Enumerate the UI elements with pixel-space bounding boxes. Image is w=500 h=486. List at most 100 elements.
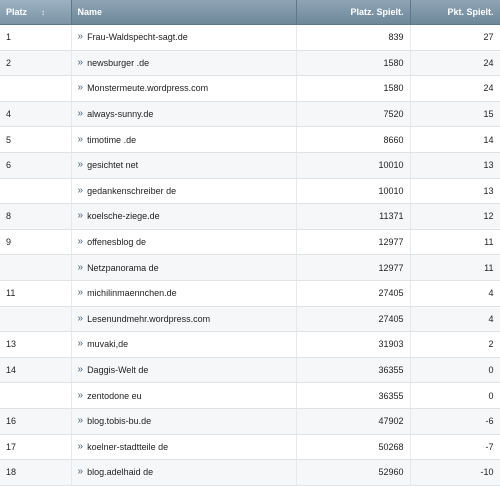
platz-cell: 1 xyxy=(0,24,72,51)
site-link[interactable]: michilinmaennchen.de xyxy=(87,288,177,299)
pkt-spielt-cell: 0 xyxy=(410,382,500,409)
name-cell: » newsburger .de xyxy=(71,50,297,77)
column-header-name[interactable]: Name xyxy=(71,0,297,25)
pkt-spielt-cell: 4 xyxy=(410,280,500,307)
platz-spielt-cell: 52960 xyxy=(296,459,411,486)
platz-cell: 16 xyxy=(0,408,72,435)
pkt-spielt-cell: 11 xyxy=(410,254,500,281)
site-link[interactable]: Frau-Waldspecht-sagt.de xyxy=(87,32,188,43)
site-link[interactable]: Daggis-Welt de xyxy=(87,365,149,376)
platz-spielt-cell: 47902 xyxy=(296,408,411,435)
name-cell: » always-sunny.de xyxy=(71,101,297,128)
site-link[interactable]: muvaki,de xyxy=(87,339,129,350)
name-cell: » offenesblog de xyxy=(71,229,297,256)
pkt-spielt-cell: 0 xyxy=(410,357,500,384)
table-row: » gedankenschreiber de 10010 13 xyxy=(0,178,500,205)
table-row: 2 » newsburger .de 1580 24 xyxy=(0,50,500,77)
table-row: 16 » blog.tobis-bu.de 47902 -6 xyxy=(0,408,500,435)
double-chevron-right-icon: » xyxy=(77,338,84,350)
site-link[interactable]: always-sunny.de xyxy=(87,109,154,120)
name-cell: » gedankenschreiber de xyxy=(71,178,297,205)
table-row: » Netzpanorama de 12977 11 xyxy=(0,254,500,281)
double-chevron-right-icon: » xyxy=(77,312,84,324)
platz-cell: 11 xyxy=(0,280,72,307)
table-body: 1 » Frau-Waldspecht-sagt.de 839 27 2 » n… xyxy=(0,24,500,486)
double-chevron-right-icon: » xyxy=(77,210,84,222)
site-link[interactable]: timotime .de xyxy=(87,134,137,145)
platz-cell: 4 xyxy=(0,101,72,128)
pkt-spielt-cell: 13 xyxy=(410,178,500,205)
pkt-spielt-cell: -10 xyxy=(410,459,500,486)
double-chevron-right-icon: » xyxy=(77,415,84,427)
column-header-name-label: Name xyxy=(77,7,103,17)
platz-cell: 17 xyxy=(0,434,72,461)
pkt-spielt-cell: 2 xyxy=(410,331,500,358)
platz-spielt-cell: 31903 xyxy=(296,331,411,358)
column-header-platz[interactable]: Platz ↕ xyxy=(0,0,72,25)
platz-cell xyxy=(0,75,72,102)
platz-spielt-cell: 12977 xyxy=(296,229,411,256)
pkt-spielt-cell: 24 xyxy=(410,50,500,77)
site-link[interactable]: newsburger .de xyxy=(87,57,150,68)
site-link[interactable]: zentodone eu xyxy=(87,390,142,401)
pkt-spielt-cell: 15 xyxy=(410,101,500,128)
site-link[interactable]: koelner-stadtteile de xyxy=(87,441,169,452)
table-row: 11 » michilinmaennchen.de 27405 4 xyxy=(0,280,500,307)
name-cell: » timotime .de xyxy=(71,126,297,153)
site-link[interactable]: Monstermeute.wordpress.com xyxy=(87,83,209,94)
table-row: 6 » gesichtet net 10010 13 xyxy=(0,152,500,179)
double-chevron-right-icon: » xyxy=(77,364,84,376)
platz-spielt-cell: 1580 xyxy=(296,75,411,102)
site-link[interactable]: offenesblog de xyxy=(87,237,146,248)
site-link[interactable]: Netzpanorama de xyxy=(87,262,159,273)
platz-cell: 8 xyxy=(0,203,72,230)
platz-cell xyxy=(0,306,72,333)
column-header-pkt-spielt-label: Pkt. Spielt. xyxy=(447,7,494,17)
name-cell: » blog.adelhaid de xyxy=(71,459,297,486)
site-link[interactable]: blog.adelhaid de xyxy=(87,467,154,478)
platz-spielt-cell: 10010 xyxy=(296,152,411,179)
site-link[interactable]: Lesenundmehr.wordpress.com xyxy=(87,313,211,324)
pkt-spielt-cell: 14 xyxy=(410,126,500,153)
table-row: 5 » timotime .de 8660 14 xyxy=(0,126,500,153)
column-header-platz-label: Platz xyxy=(6,7,28,17)
double-chevron-right-icon: » xyxy=(77,184,84,196)
table-row: » Lesenundmehr.wordpress.com 27405 4 xyxy=(0,306,500,333)
double-chevron-right-icon: » xyxy=(77,287,84,299)
platz-spielt-cell: 1580 xyxy=(296,50,411,77)
site-link[interactable]: gedankenschreiber de xyxy=(87,185,177,196)
name-cell: » gesichtet net xyxy=(71,152,297,179)
header-row: Platz ↕ Name Platz. Spielt. Pkt. Spielt. xyxy=(0,0,500,25)
name-cell: » muvaki,de xyxy=(71,331,297,358)
double-chevron-right-icon: » xyxy=(77,440,84,452)
name-cell: » michilinmaennchen.de xyxy=(71,280,297,307)
platz-spielt-cell: 36355 xyxy=(296,382,411,409)
name-cell: » blog.tobis-bu.de xyxy=(71,408,297,435)
platz-cell xyxy=(0,178,72,205)
name-cell: » Monstermeute.wordpress.com xyxy=(71,75,297,102)
platz-cell: 13 xyxy=(0,331,72,358)
site-link[interactable]: koelsche-ziege.de xyxy=(87,211,160,222)
table-row: 4 » always-sunny.de 7520 15 xyxy=(0,101,500,128)
name-cell: » koelsche-ziege.de xyxy=(71,203,297,230)
name-cell: » koelner-stadtteile de xyxy=(71,434,297,461)
sort-arrow-icon[interactable]: ↕ xyxy=(41,7,46,17)
platz-spielt-cell: 8660 xyxy=(296,126,411,153)
site-link[interactable]: gesichtet net xyxy=(87,160,139,171)
platz-spielt-cell: 36355 xyxy=(296,357,411,384)
table-row: 17 » koelner-stadtteile de 50268 -7 xyxy=(0,434,500,461)
double-chevron-right-icon: » xyxy=(77,159,84,171)
pkt-spielt-cell: 24 xyxy=(410,75,500,102)
pkt-spielt-cell: -7 xyxy=(410,434,500,461)
column-header-pkt-spielt[interactable]: Pkt. Spielt. xyxy=(410,0,500,25)
site-link[interactable]: blog.tobis-bu.de xyxy=(87,416,152,427)
double-chevron-right-icon: » xyxy=(77,56,84,68)
name-cell: » Frau-Waldspecht-sagt.de xyxy=(71,24,297,51)
table-row: 1 » Frau-Waldspecht-sagt.de 839 27 xyxy=(0,24,500,51)
platz-spielt-cell: 10010 xyxy=(296,178,411,205)
platz-spielt-cell: 50268 xyxy=(296,434,411,461)
platz-cell: 9 xyxy=(0,229,72,256)
table-row: » Monstermeute.wordpress.com 1580 24 xyxy=(0,75,500,102)
column-header-platz-spielt[interactable]: Platz. Spielt. xyxy=(296,0,411,25)
